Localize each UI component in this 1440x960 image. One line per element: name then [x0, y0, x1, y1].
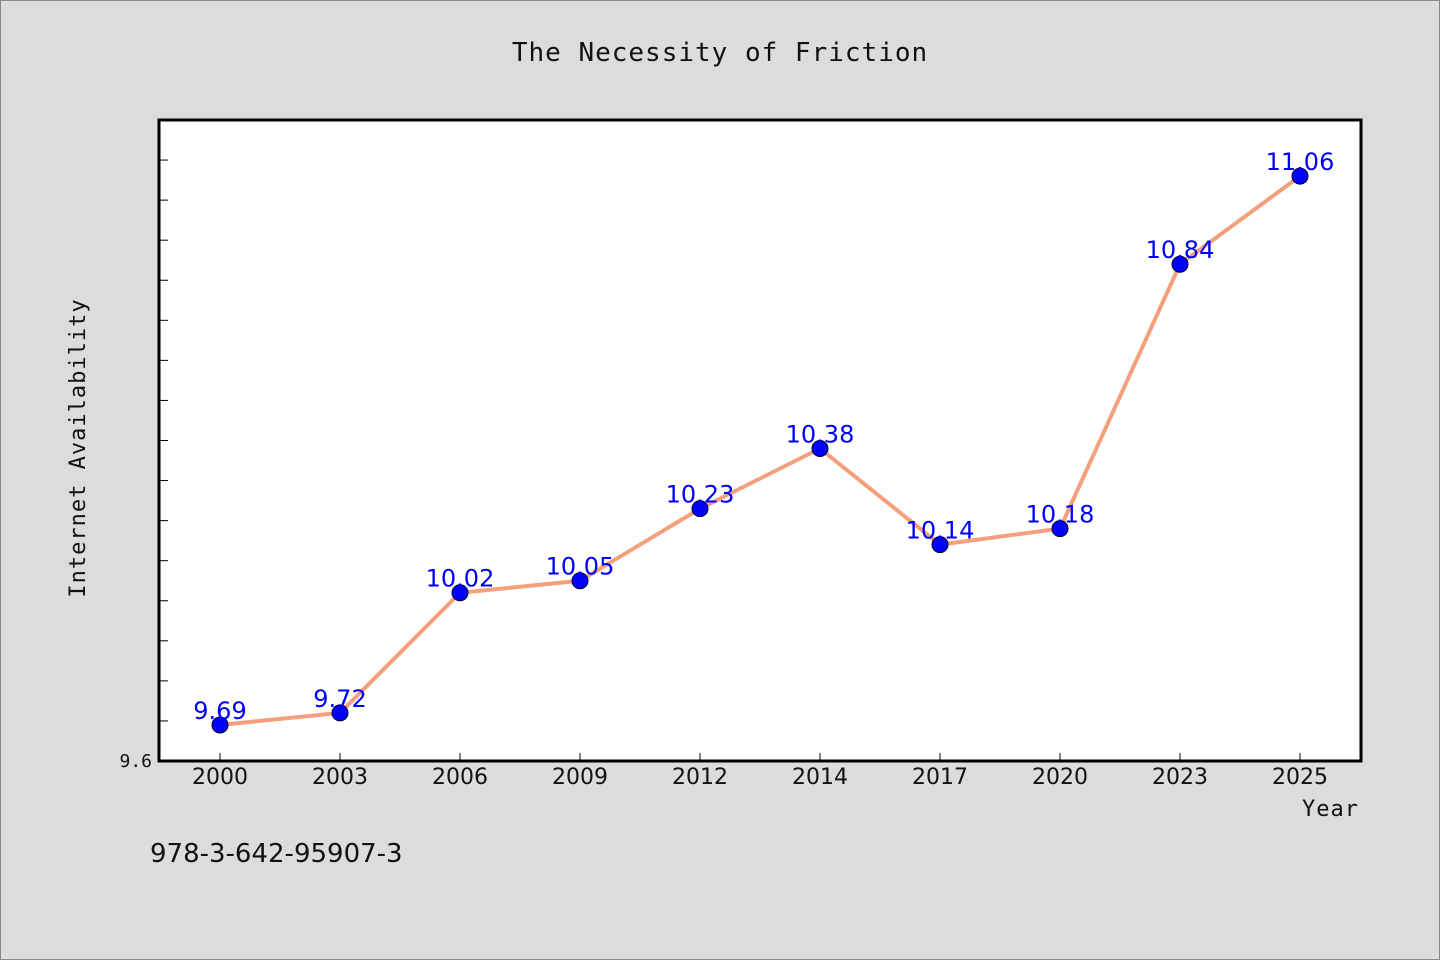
data-point [1171, 255, 1189, 273]
data-label: 9.69 [193, 697, 246, 725]
x-tick-label: 2020 [1032, 765, 1088, 790]
data-label: 10.14 [906, 517, 975, 545]
data-point [1291, 167, 1309, 185]
data-markers [211, 167, 1309, 734]
data-point [211, 716, 229, 734]
x-axis-tick-labels: 2000 2003 2006 2009 2012 2014 2017 2020 2023 2025 [192, 765, 1328, 790]
data-label: 11.06 [1266, 148, 1335, 176]
data-label: 10.23 [666, 481, 735, 509]
x-axis-label: Year [1302, 797, 1359, 822]
data-label: 10.38 [786, 421, 855, 449]
data-point [691, 500, 709, 518]
data-labels: 9.69 9.72 10.02 10.05 10.23 10.38 10.14 10.18 10… [193, 148, 1334, 725]
x-axis-ticks [219, 753, 1301, 761]
data-point [571, 572, 589, 590]
isbn-text: 978-3-642-95907-3 [150, 839, 403, 869]
data-label: 10.84 [1146, 236, 1215, 264]
data-point [1051, 520, 1069, 538]
x-tick-label: 2012 [672, 765, 728, 790]
x-tick-label: 2014 [792, 765, 848, 790]
series-line [219, 174, 1302, 727]
data-point [451, 584, 469, 602]
x-tick-label: 2003 [312, 765, 368, 790]
y-axis-ticks [159, 159, 168, 722]
data-point [331, 704, 349, 722]
data-label: 10.02 [426, 565, 495, 593]
y-axis-label: Internet Availability [66, 298, 91, 597]
x-tick-label: 2017 [912, 765, 968, 790]
data-label: 9.72 [313, 685, 366, 713]
x-tick-label: 2006 [432, 765, 488, 790]
data-point [931, 536, 949, 554]
plot-area [157, 118, 1363, 763]
x-tick-label: 2009 [552, 765, 608, 790]
y-tick-label: 9.6 [119, 751, 152, 772]
data-label: 10.05 [546, 553, 615, 581]
data-label: 10.18 [1026, 501, 1095, 529]
x-tick-label: 2025 [1272, 765, 1328, 790]
chart-title: The Necessity of Friction [512, 38, 928, 68]
data-point [811, 440, 829, 458]
x-tick-label: 2000 [192, 765, 248, 790]
x-tick-label: 2023 [1152, 765, 1208, 790]
